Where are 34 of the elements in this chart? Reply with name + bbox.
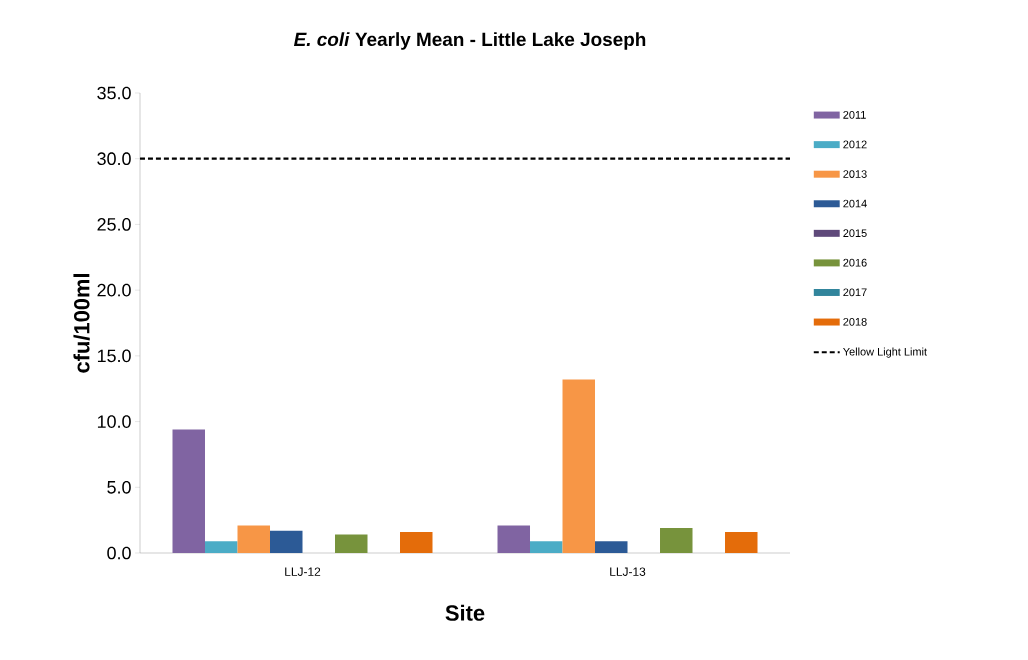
y-tick-label: 25.0 bbox=[97, 218, 131, 231]
y-axis-title: cfu/100ml bbox=[73, 274, 90, 373]
legend-label: Yellow Light Limit bbox=[843, 347, 927, 358]
y-tick-label: 10.0 bbox=[97, 415, 131, 428]
bar bbox=[497, 525, 530, 553]
y-tick-label: 0.0 bbox=[107, 546, 131, 560]
y-tick-label: 35.0 bbox=[97, 86, 131, 100]
bar bbox=[660, 528, 693, 553]
bar bbox=[400, 531, 433, 553]
legend-label: 2012 bbox=[843, 140, 867, 149]
legend-label: 2014 bbox=[843, 199, 867, 208]
y-tick-label: 20.0 bbox=[97, 283, 131, 297]
bar bbox=[530, 541, 563, 553]
y-tick-label: 30.0 bbox=[97, 152, 131, 166]
legend-label: 2017 bbox=[843, 288, 867, 297]
bar bbox=[172, 429, 205, 553]
legend-label: 2015 bbox=[843, 229, 867, 238]
bar bbox=[205, 541, 238, 553]
legend-label: 2018 bbox=[843, 317, 867, 326]
bar bbox=[335, 534, 368, 553]
bar bbox=[562, 379, 595, 553]
legend-label: 2016 bbox=[843, 258, 867, 267]
y-tick-label: 15.0 bbox=[97, 349, 131, 363]
x-axis-title: Site bbox=[445, 604, 485, 621]
legend-label: 2011 bbox=[843, 110, 866, 119]
chart-title: E. coli Yearly Mean - Little Lake Joseph bbox=[293, 32, 646, 50]
bar bbox=[725, 531, 758, 553]
bar bbox=[595, 541, 628, 553]
bar bbox=[270, 530, 303, 553]
legend-label: 2013 bbox=[843, 170, 867, 178]
x-tick-label: LLJ-13 bbox=[610, 567, 646, 576]
x-tick-label: LLJ-12 bbox=[285, 567, 321, 576]
bar bbox=[237, 525, 270, 553]
y-tick-label: 5.0 bbox=[107, 480, 131, 494]
